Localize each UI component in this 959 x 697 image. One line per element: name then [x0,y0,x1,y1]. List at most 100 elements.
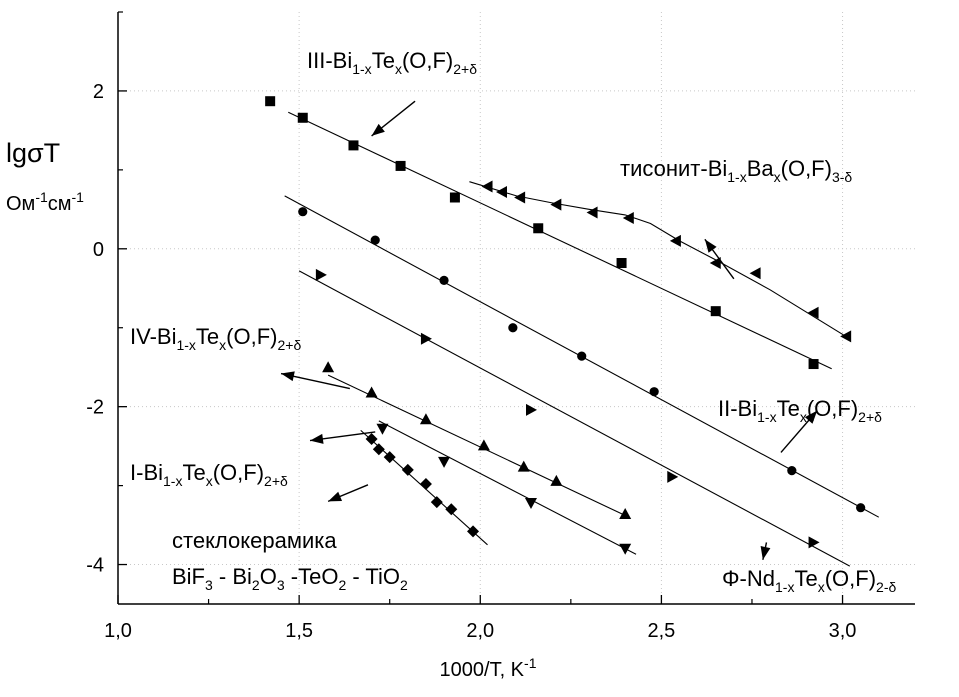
data-points [265,96,866,555]
x-tick-label: 1,0 [104,620,132,642]
y-axis-title-text: lgσT [6,138,61,168]
data-point-diamond [365,433,378,446]
data-point-triangle-right [525,403,537,416]
label-sub: 1-x [163,473,183,489]
label-sub: 2+δ [858,409,882,425]
label-part: (O,F) [824,566,877,591]
label-part: Te [182,460,206,485]
y-tick-label: -2 [86,397,104,419]
data-point-square [348,140,359,151]
data-point-triangle-down [524,497,537,509]
label-series-II: II-Bi1-xTex(O,F)2+δ [718,396,882,425]
x-tick-label: 3,0 [829,620,857,642]
x-axis-title-sup: -1 [524,655,537,671]
label-part: Te [776,396,800,421]
label-part: - TiO [346,564,401,589]
data-point-circle [787,466,797,476]
label-sub: 1-x [176,337,196,353]
data-point-triangle-up [517,460,530,472]
label-series-Phi: Φ-Nd1-xTex(O,F)2-δ [722,566,897,595]
label-part: O [259,564,277,589]
data-point-triangle-right [420,332,432,345]
label-part: Te [794,566,818,591]
label-sub: x [394,61,402,77]
label-series-IV: IV-Bi1-xTex(O,F)2+δ [130,324,302,353]
data-point-circle [856,503,866,513]
fit-line [378,420,637,555]
annotation-arrows [280,100,818,560]
label-sub: 2 [338,577,347,593]
annotation-arrow-head [804,410,818,424]
label-sub: x [219,337,227,353]
fit-line [327,374,630,518]
y-axis-unit: Ом-1см-1 [6,190,84,214]
data-point-triangle-up [419,413,432,425]
label-part: (O,F) [226,324,278,349]
label-series-I: I-Bi1-xTex(O,F)2+δ [130,460,288,489]
label-series-glass: стеклокерамика [172,530,337,552]
y-tick-label: -4 [86,555,104,577]
label-sub: 3 [205,577,213,593]
data-point-triangle-up [550,474,563,486]
data-point-square [297,112,308,123]
data-point-diamond [445,503,458,516]
data-point-triangle-left [586,206,598,219]
data-point-diamond [419,478,432,491]
label-sub: 3-δ [831,169,853,185]
label-part: (O,F) [806,396,859,421]
label-series-tysonite: тисонит-Bi1-xBax(O,F)3-δ [620,156,853,185]
label-sub: 1-x [352,61,372,77]
data-point-diamond [372,443,385,456]
data-point-triangle-right [667,470,679,483]
unit-ohm: Ом [6,193,36,215]
axes [117,11,915,605]
fit-curve [469,181,851,340]
label-glass-line1: стеклокерамика [172,528,337,553]
data-point-triangle-right [808,536,820,549]
annotation-arrow-head [371,123,385,136]
x-tick-label: 2,5 [648,620,676,642]
data-point-square [449,192,460,203]
unit-cm-exp: -1 [71,189,84,205]
label-sub: 2-δ [876,579,897,595]
annotation-arrow-head [310,433,324,444]
grid-lines [117,12,915,604]
annotation-arrow-head [281,371,295,382]
label-part: II-Bi [718,396,758,421]
label-sub: x [799,409,807,425]
data-point-square [808,359,819,370]
data-point-triangle-left [669,234,681,247]
data-point-triangle-right [315,268,327,281]
label-sub: 2+δ [277,337,302,353]
data-point-triangle-left [550,198,562,211]
data-point-diamond [401,463,414,476]
data-point-circle [439,275,449,285]
label-sub: 2+δ [264,473,288,489]
data-point-diamond [467,525,480,538]
data-point-triangle-left [840,330,852,343]
data-point-triangle-left [622,212,634,225]
label-sub: 2 [400,577,408,593]
label-series-glass-formula: BiF3 - Bi2O3 -TeO2 - TiO2 [172,564,408,593]
label-sub: 1-x [727,169,747,185]
data-point-triangle-down [619,543,632,555]
label-series-III: III-Bi1-xTex(O,F)2+δ [307,50,477,77]
data-point-triangle-up [477,439,490,451]
data-point-square [710,306,721,317]
tick-labels: 1,0 1,5 2,0 2,5 3,0 -4 -2 0 2 [86,81,856,642]
data-point-triangle-left [496,185,508,198]
label-part: (O,F) [212,460,265,485]
label-part: Ba [746,156,774,181]
data-point-circle [298,207,308,217]
label-part: (O,F) [780,156,832,181]
data-point-triangle-down [438,456,451,468]
data-point-diamond [383,451,396,464]
data-point-triangle-left [749,267,761,280]
data-point-diamond [430,496,443,509]
label-part: IV-Bi [130,324,177,349]
label-part: - Bi [212,564,252,589]
data-point-square [265,96,276,107]
data-point-square [395,160,406,171]
label-sub: 3 [276,577,285,593]
data-point-circle [370,235,380,245]
